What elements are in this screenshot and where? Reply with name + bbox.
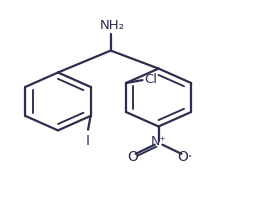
Text: N⁺: N⁺	[151, 135, 167, 148]
Text: NH₂: NH₂	[100, 19, 124, 32]
Text: O·: O·	[177, 150, 192, 164]
Text: O: O	[127, 150, 138, 164]
Text: Cl: Cl	[144, 73, 157, 86]
Text: I: I	[86, 135, 90, 149]
